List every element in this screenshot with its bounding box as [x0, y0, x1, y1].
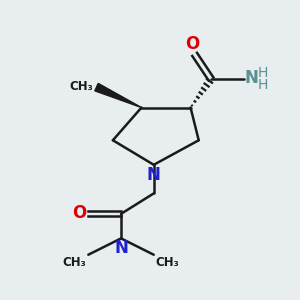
Text: O: O — [72, 204, 87, 222]
Text: CH₃: CH₃ — [70, 80, 93, 93]
Text: O: O — [185, 35, 200, 53]
Text: CH₃: CH₃ — [156, 256, 179, 269]
Text: CH₃: CH₃ — [62, 256, 86, 269]
Text: N: N — [245, 69, 259, 87]
Text: N: N — [147, 166, 161, 184]
Text: N: N — [114, 239, 128, 257]
Text: H: H — [258, 78, 268, 92]
Polygon shape — [95, 83, 142, 107]
Text: H: H — [258, 66, 268, 80]
